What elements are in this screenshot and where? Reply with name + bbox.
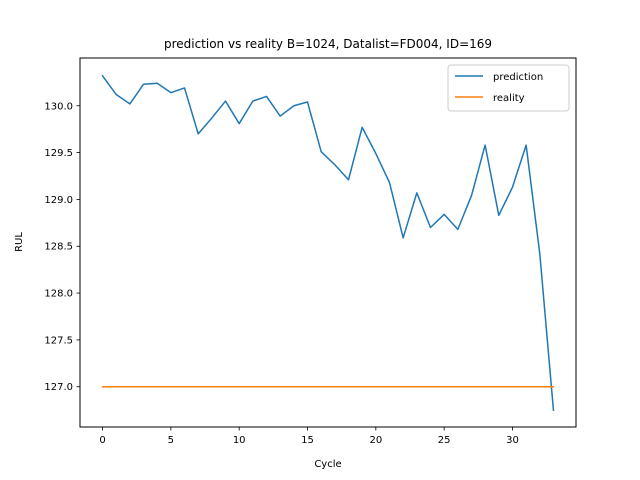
y-tick-label: 127.5 bbox=[44, 335, 73, 346]
legend: prediction reality bbox=[447, 64, 570, 112]
y-tick-label: 129.5 bbox=[44, 148, 73, 159]
y-tick-label: 130.0 bbox=[44, 101, 73, 112]
y-tick-label: 128.0 bbox=[44, 289, 73, 300]
y-axis-title: RUL bbox=[14, 232, 25, 252]
x-tick-label: 10 bbox=[233, 435, 246, 446]
x-tick-label: 30 bbox=[506, 435, 519, 446]
x-tick-label: 25 bbox=[438, 435, 451, 446]
x-tick-label: 0 bbox=[99, 435, 105, 446]
legend-label-reality: reality bbox=[493, 93, 525, 104]
x-axis-title: Cycle bbox=[314, 459, 341, 470]
y-tick-label: 127.0 bbox=[44, 382, 73, 393]
plot-frame bbox=[79, 57, 577, 428]
chart-title: prediction vs reality B=1024, Datalist=F… bbox=[164, 37, 492, 51]
y-tick-label: 129.0 bbox=[44, 195, 73, 206]
series-line-prediction bbox=[101, 74, 555, 411]
x-tick-label: 15 bbox=[301, 435, 314, 446]
y-tick-label: 128.5 bbox=[44, 242, 73, 253]
series-layer bbox=[101, 74, 555, 411]
x-tick-label: 5 bbox=[168, 435, 174, 446]
ticks-layer: 0 5 10 15 20 25 30 127.0 127.5 128.0 128.5 129.0 129… bbox=[44, 101, 518, 446]
x-tick-label: 20 bbox=[369, 435, 382, 446]
legend-label-prediction: prediction bbox=[493, 72, 543, 83]
